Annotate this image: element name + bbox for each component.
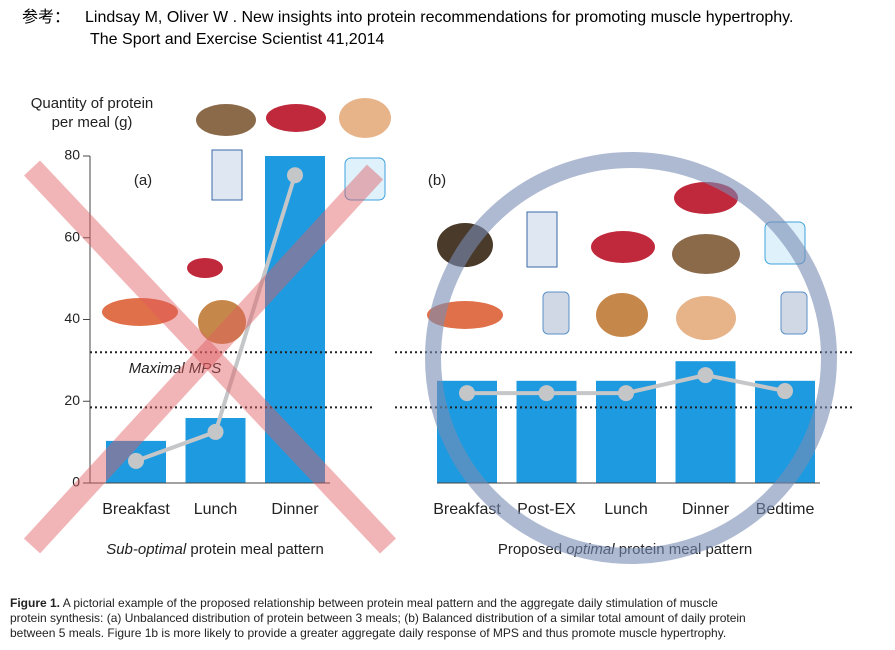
trend-point [287, 167, 303, 184]
x-tick-label: Dinner [682, 501, 730, 518]
trend-point [128, 452, 144, 469]
food [542, 291, 570, 335]
figure-caption-text: between 5 meals. Figure 1b is more likel… [10, 626, 726, 640]
annotation: Maximal MPS [129, 360, 222, 377]
header-journal: The Sport and Exercise Scientist 41,2014 [90, 31, 384, 48]
figure-caption-line: protein synthesis: (a) Unbalanced distri… [10, 611, 746, 625]
caption-part: Sub-optimal [106, 541, 187, 558]
food [339, 98, 391, 138]
header-citation: Lindsay M, Oliver W . New insights into … [85, 9, 793, 26]
food [211, 149, 243, 201]
x-tick-label: Breakfast [102, 501, 170, 518]
trend-point [697, 367, 714, 384]
header-prefix: 参考： [22, 8, 70, 26]
y-tick-label: 40 [64, 310, 80, 326]
trend-point [538, 385, 555, 402]
x-tick-label: Lunch [604, 501, 648, 518]
figure-caption-line: between 5 meals. Figure 1b is more likel… [10, 626, 726, 640]
x-tick-label: Dinner [271, 501, 319, 518]
food [676, 296, 736, 340]
food-illustrations [102, 98, 808, 344]
approval-circle [425, 152, 837, 564]
trend-point [459, 385, 475, 402]
food [187, 258, 223, 278]
y-tick-label: 80 [64, 147, 80, 163]
y-axis-label: per meal (g) [52, 114, 133, 131]
food [266, 104, 326, 132]
cross-mark [23, 164, 384, 554]
panel-label: (a) [134, 172, 152, 189]
cross-mark [23, 160, 397, 554]
y-tick-label: 60 [64, 228, 80, 244]
figure-caption-line: Figure 1. A pictorial example of the pro… [10, 596, 718, 610]
x-tick-label: Post-EX [517, 501, 576, 518]
trend-point [207, 423, 224, 440]
food [102, 298, 178, 326]
y-tick-label: 20 [64, 392, 80, 408]
bar [265, 156, 325, 483]
y-axis-label: Quantity of protein [31, 95, 154, 112]
panel-label: (b) [428, 172, 446, 189]
food [672, 234, 740, 274]
x-tick-label: Breakfast [433, 501, 501, 518]
food [196, 104, 256, 136]
food [596, 293, 648, 337]
x-tick-label: Lunch [194, 501, 238, 518]
food [344, 157, 386, 201]
trend-point [777, 383, 793, 400]
figure-caption-text: protein synthesis: (a) Unbalanced distri… [10, 611, 746, 625]
food [780, 291, 808, 335]
food [591, 231, 655, 263]
y-tick-label: 0 [72, 474, 80, 490]
caption-part: protein meal pattern [186, 541, 324, 558]
figure-caption-text: A pictorial example of the proposed rela… [60, 596, 718, 610]
food [198, 300, 246, 344]
panel-caption: Sub-optimal protein meal pattern [106, 541, 324, 558]
figure-caption-label: Figure 1. [10, 596, 60, 610]
food [526, 211, 558, 268]
trend-point [618, 385, 634, 402]
